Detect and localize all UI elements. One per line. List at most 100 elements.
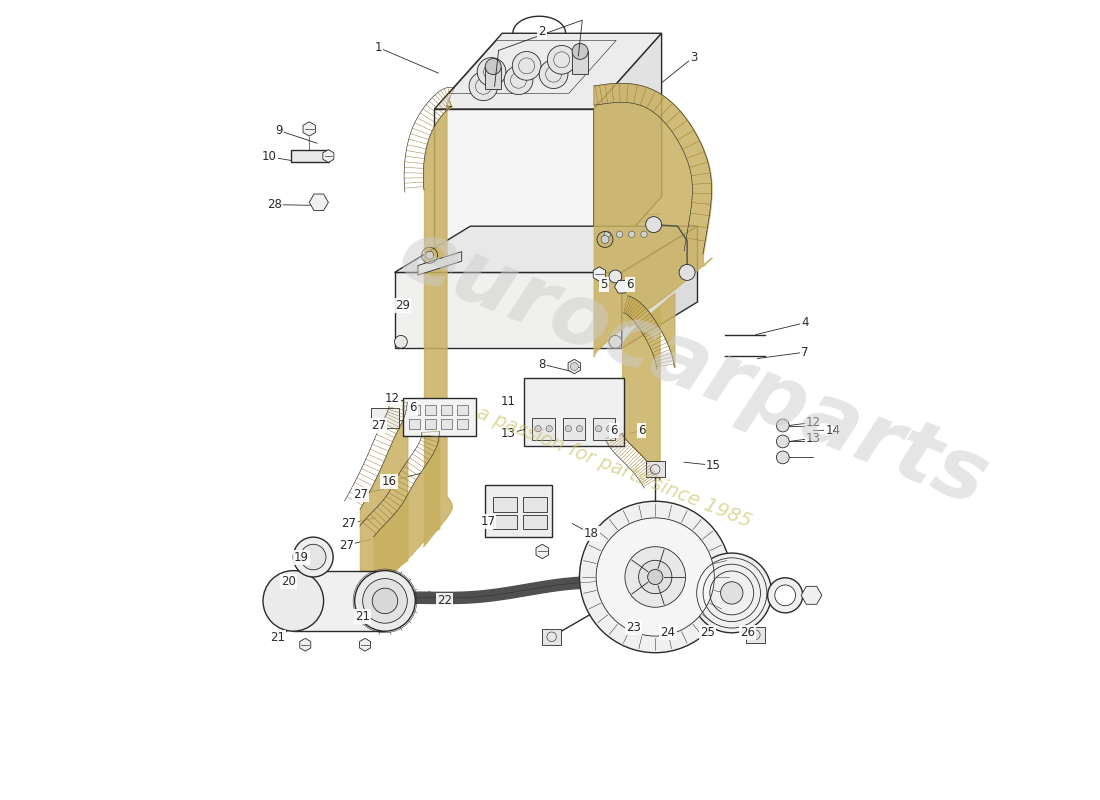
Polygon shape bbox=[360, 638, 371, 651]
Bar bbox=[485, 66, 502, 89]
Bar bbox=[746, 627, 764, 642]
Text: 17: 17 bbox=[481, 514, 495, 528]
Polygon shape bbox=[395, 273, 622, 348]
Text: 8: 8 bbox=[538, 358, 546, 370]
Circle shape bbox=[535, 426, 541, 432]
Polygon shape bbox=[593, 267, 606, 282]
Bar bbox=[522, 498, 547, 512]
Bar bbox=[493, 515, 517, 529]
Circle shape bbox=[777, 435, 789, 448]
Bar bbox=[456, 405, 468, 415]
Text: 14: 14 bbox=[825, 424, 840, 437]
Circle shape bbox=[679, 265, 695, 281]
Text: 21: 21 bbox=[270, 631, 285, 644]
Text: 13: 13 bbox=[805, 432, 821, 445]
Bar bbox=[290, 150, 329, 162]
Polygon shape bbox=[302, 122, 316, 136]
Text: 27: 27 bbox=[339, 538, 354, 551]
Circle shape bbox=[539, 60, 568, 89]
Bar bbox=[425, 419, 436, 430]
Bar bbox=[522, 515, 547, 529]
Text: 24: 24 bbox=[660, 626, 675, 639]
Circle shape bbox=[576, 426, 583, 432]
Circle shape bbox=[616, 231, 623, 238]
Text: 5: 5 bbox=[601, 278, 608, 291]
Text: 4: 4 bbox=[802, 316, 808, 329]
Circle shape bbox=[639, 560, 672, 594]
Text: 13: 13 bbox=[502, 427, 516, 440]
Circle shape bbox=[469, 72, 498, 101]
Circle shape bbox=[595, 426, 602, 432]
Circle shape bbox=[604, 231, 611, 238]
Bar bbox=[456, 419, 468, 430]
Polygon shape bbox=[418, 252, 462, 275]
Text: 12: 12 bbox=[385, 392, 399, 405]
Bar bbox=[532, 418, 554, 440]
Polygon shape bbox=[299, 638, 311, 651]
Text: 6: 6 bbox=[626, 278, 634, 291]
Bar bbox=[493, 498, 517, 512]
Bar bbox=[425, 405, 436, 415]
Text: 21: 21 bbox=[355, 610, 371, 623]
Circle shape bbox=[363, 578, 407, 623]
Bar bbox=[646, 462, 664, 478]
Polygon shape bbox=[434, 34, 661, 109]
Bar bbox=[371, 408, 398, 428]
Circle shape bbox=[477, 58, 506, 86]
Polygon shape bbox=[381, 572, 618, 606]
Circle shape bbox=[609, 335, 622, 348]
Circle shape bbox=[570, 362, 579, 370]
Circle shape bbox=[777, 419, 789, 432]
Circle shape bbox=[294, 537, 333, 577]
Circle shape bbox=[395, 335, 407, 348]
Circle shape bbox=[572, 43, 588, 59]
Text: 26: 26 bbox=[740, 626, 756, 639]
Text: eurocarparts: eurocarparts bbox=[387, 212, 1000, 524]
Text: 11: 11 bbox=[500, 395, 516, 408]
Text: 6: 6 bbox=[638, 424, 646, 437]
Text: 28: 28 bbox=[267, 198, 283, 211]
Circle shape bbox=[546, 426, 552, 432]
Text: 9: 9 bbox=[275, 124, 283, 137]
Circle shape bbox=[768, 578, 803, 613]
Text: 29: 29 bbox=[395, 299, 410, 313]
Text: 22: 22 bbox=[438, 594, 452, 607]
Text: 2: 2 bbox=[538, 25, 546, 38]
Circle shape bbox=[648, 570, 663, 585]
Bar bbox=[441, 419, 452, 430]
Circle shape bbox=[606, 426, 613, 432]
Bar bbox=[572, 51, 588, 74]
Circle shape bbox=[646, 217, 661, 233]
Bar bbox=[294, 570, 385, 631]
Circle shape bbox=[354, 570, 416, 631]
Circle shape bbox=[720, 582, 742, 604]
Bar bbox=[409, 419, 420, 430]
Bar bbox=[563, 418, 585, 440]
Circle shape bbox=[580, 502, 732, 653]
Circle shape bbox=[485, 58, 502, 74]
Polygon shape bbox=[594, 34, 661, 273]
Text: 15: 15 bbox=[706, 459, 721, 472]
Polygon shape bbox=[621, 226, 697, 348]
Circle shape bbox=[625, 546, 685, 607]
Bar bbox=[441, 405, 452, 415]
Text: 6: 6 bbox=[610, 424, 617, 437]
Text: a passion for parts since 1985: a passion for parts since 1985 bbox=[474, 404, 754, 532]
Polygon shape bbox=[434, 109, 594, 273]
Circle shape bbox=[692, 553, 771, 633]
Circle shape bbox=[641, 231, 647, 238]
Circle shape bbox=[609, 270, 622, 283]
Circle shape bbox=[548, 46, 576, 74]
Text: 3: 3 bbox=[690, 50, 697, 64]
Text: 10: 10 bbox=[262, 150, 277, 163]
Bar bbox=[409, 405, 420, 415]
Circle shape bbox=[601, 235, 609, 243]
Circle shape bbox=[628, 231, 635, 238]
Text: 25: 25 bbox=[701, 626, 715, 639]
Circle shape bbox=[596, 518, 714, 636]
Bar bbox=[525, 378, 624, 446]
Circle shape bbox=[426, 251, 433, 259]
Circle shape bbox=[774, 585, 795, 606]
Text: 19: 19 bbox=[294, 551, 309, 564]
Circle shape bbox=[504, 66, 532, 94]
